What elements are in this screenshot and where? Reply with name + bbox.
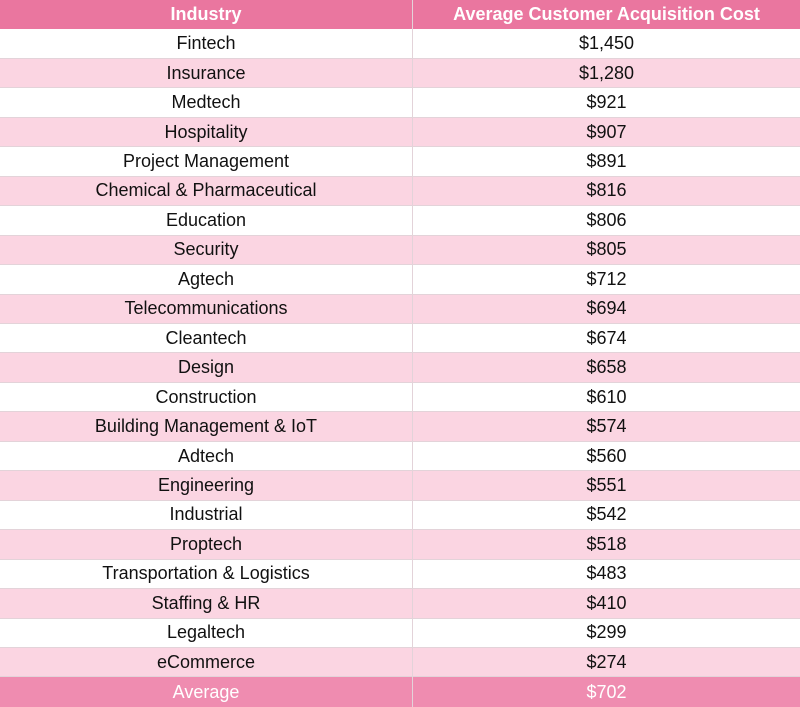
table-cell: $299 <box>413 618 800 648</box>
header-cell: Industry <box>0 0 413 30</box>
table-cell: Security <box>0 235 413 266</box>
table-cell: $274 <box>413 647 800 678</box>
table-cell: Construction <box>0 382 413 413</box>
table-cell: Fintech <box>0 29 413 59</box>
table-cell: $805 <box>413 235 800 266</box>
table-cell: Hospitality <box>0 117 413 148</box>
table-cell: eCommerce <box>0 647 413 678</box>
table-cell: $610 <box>413 382 800 413</box>
table-cell: $806 <box>413 206 800 236</box>
table-cell: $1,280 <box>413 58 800 89</box>
table-cell: Chemical & Pharmaceutical <box>0 176 413 207</box>
table-cell: $560 <box>413 441 800 472</box>
table-cell: $551 <box>413 471 800 501</box>
table-cell: Legaltech <box>0 618 413 648</box>
table-cell: Insurance <box>0 58 413 89</box>
table-cell: Telecommunications <box>0 294 413 324</box>
header-cell: Average Customer Acquisition Cost <box>413 0 800 30</box>
table-cell: Proptech <box>0 530 413 560</box>
table-cell: Design <box>0 353 413 383</box>
table-cell: $712 <box>413 265 800 295</box>
table-cell: Medtech <box>0 88 413 118</box>
footer-cell: Average <box>0 677 413 707</box>
table-cell: $921 <box>413 88 800 118</box>
table-cell: Building Management & IoT <box>0 412 413 442</box>
table-cell: Adtech <box>0 441 413 472</box>
table-cell: $410 <box>413 589 800 619</box>
table-cell: Transportation & Logistics <box>0 559 413 590</box>
table-cell: Project Management <box>0 147 413 177</box>
table-cell: $907 <box>413 117 800 148</box>
table-cell: $574 <box>413 412 800 442</box>
table-cell: $542 <box>413 500 800 531</box>
table-cell: $483 <box>413 559 800 590</box>
table-cell: Industrial <box>0 500 413 531</box>
table-cell: Staffing & HR <box>0 589 413 619</box>
table-cell: Cleantech <box>0 323 413 354</box>
table-cell: $658 <box>413 353 800 383</box>
table-cell: $816 <box>413 176 800 207</box>
table-cell: Education <box>0 206 413 236</box>
table-cell: $891 <box>413 147 800 177</box>
table-cell: $518 <box>413 530 800 560</box>
table-cell: $674 <box>413 323 800 354</box>
table-cell: $694 <box>413 294 800 324</box>
table-cell: $1,450 <box>413 29 800 59</box>
table-cell: Agtech <box>0 265 413 295</box>
table-cell: Engineering <box>0 471 413 501</box>
footer-cell: $702 <box>413 677 800 707</box>
